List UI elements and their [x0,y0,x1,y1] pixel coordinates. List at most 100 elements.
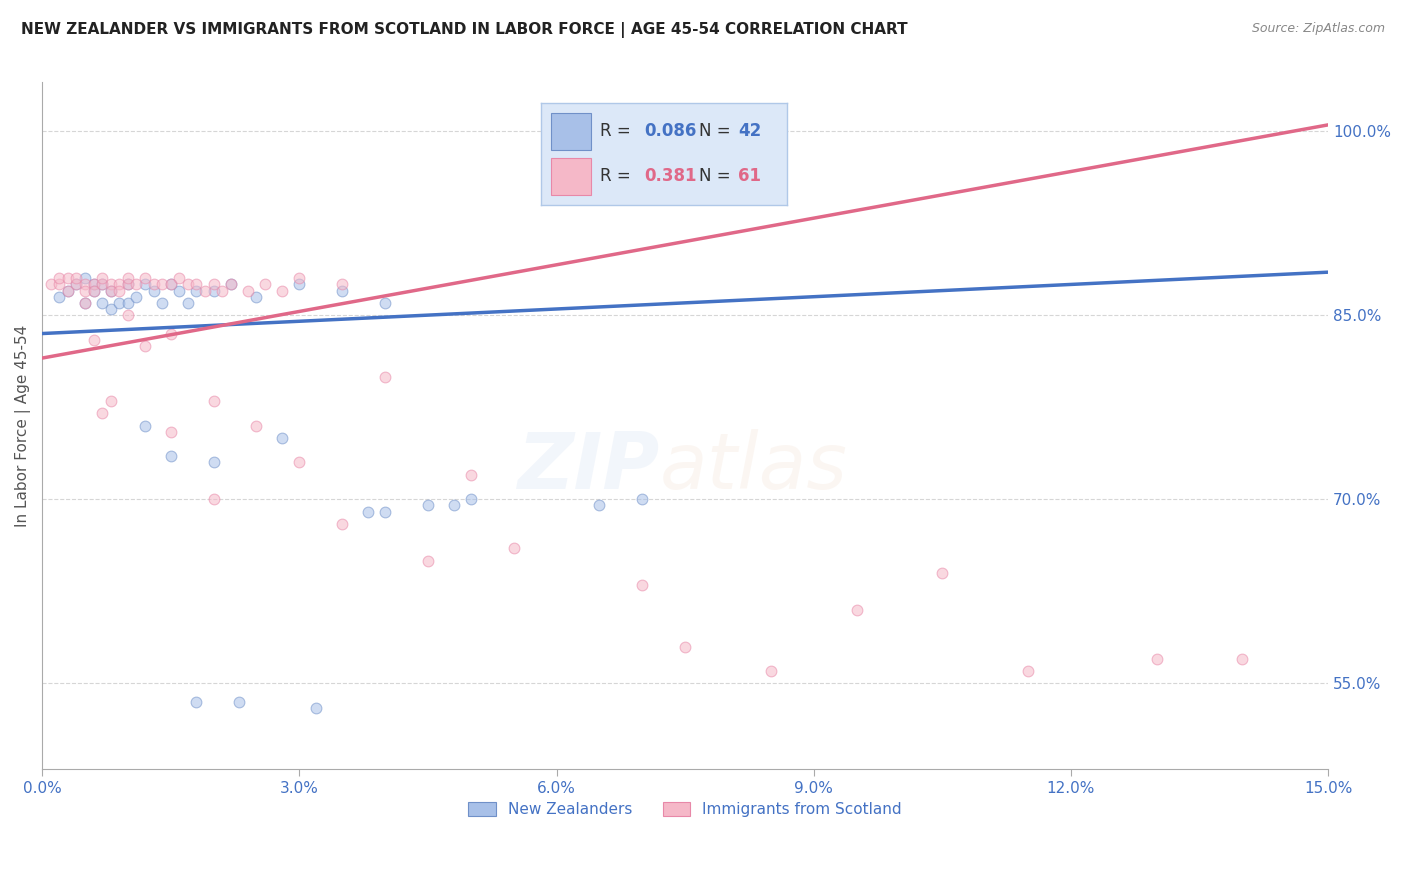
Point [134,339,156,353]
Point [186,695,208,709]
Point [330,277,353,292]
Point [202,277,225,292]
Point [125,277,148,292]
Point [83,284,105,298]
Point [374,369,396,384]
Point [211,284,233,298]
Point [288,271,311,285]
Point [169,284,191,298]
Point [48,290,70,304]
Point [56,284,79,298]
Point [236,284,259,298]
Point [357,504,380,518]
Y-axis label: In Labor Force | Age 45-54: In Labor Force | Age 45-54 [15,325,31,527]
Point [177,277,200,292]
Point [759,664,782,678]
Point [631,492,654,507]
Point [65,277,87,292]
Point [631,578,654,592]
Point [100,394,122,409]
Point [186,284,208,298]
Point [202,284,225,298]
Point [108,296,131,310]
Point [416,499,439,513]
Point [73,296,96,310]
Point [91,271,114,285]
Point [159,277,181,292]
Point [219,277,242,292]
Legend: New Zealanders, Immigrants from Scotland: New Zealanders, Immigrants from Scotland [463,797,908,823]
Point [330,284,353,298]
Point [65,271,87,285]
Point [202,455,225,469]
Point [100,301,122,316]
Point [108,277,131,292]
Text: Source: ZipAtlas.com: Source: ZipAtlas.com [1251,22,1385,36]
Point [150,277,173,292]
Point [100,277,122,292]
Point [1017,664,1039,678]
Point [288,455,311,469]
Point [931,566,953,580]
Point [73,296,96,310]
Point [330,516,353,531]
Point [100,284,122,298]
Point [159,277,181,292]
Point [125,290,148,304]
Point [845,603,868,617]
Point [134,418,156,433]
Point [588,499,610,513]
Point [673,640,696,654]
Point [460,492,482,507]
Point [253,277,276,292]
Point [202,492,225,507]
Point [271,284,294,298]
Point [194,284,217,298]
Point [91,296,114,310]
Point [117,271,139,285]
Point [245,418,267,433]
Point [117,277,139,292]
Point [83,277,105,292]
Point [374,296,396,310]
Point [117,308,139,322]
Point [91,406,114,420]
Point [305,701,328,715]
Point [1232,652,1254,666]
Point [73,277,96,292]
Point [202,394,225,409]
Point [1146,652,1168,666]
Point [134,277,156,292]
Point [502,541,524,556]
Point [56,271,79,285]
Point [228,695,250,709]
Point [142,284,165,298]
Point [108,284,131,298]
Point [186,277,208,292]
Point [288,277,311,292]
Point [374,504,396,518]
Point [83,284,105,298]
Point [169,271,191,285]
Point [73,284,96,298]
Point [48,271,70,285]
Text: NEW ZEALANDER VS IMMIGRANTS FROM SCOTLAND IN LABOR FORCE | AGE 45-54 CORRELATION: NEW ZEALANDER VS IMMIGRANTS FROM SCOTLAN… [21,22,908,38]
Point [142,277,165,292]
Point [91,277,114,292]
Point [150,296,173,310]
Point [91,277,114,292]
Point [48,277,70,292]
Point [159,425,181,439]
Text: ZIP: ZIP [517,429,659,505]
Point [443,499,465,513]
Point [83,277,105,292]
Point [416,554,439,568]
Point [117,296,139,310]
Point [134,271,156,285]
Point [219,277,242,292]
Text: atlas: atlas [659,429,848,505]
Point [39,277,62,292]
Point [460,467,482,482]
Point [65,277,87,292]
Point [159,326,181,341]
